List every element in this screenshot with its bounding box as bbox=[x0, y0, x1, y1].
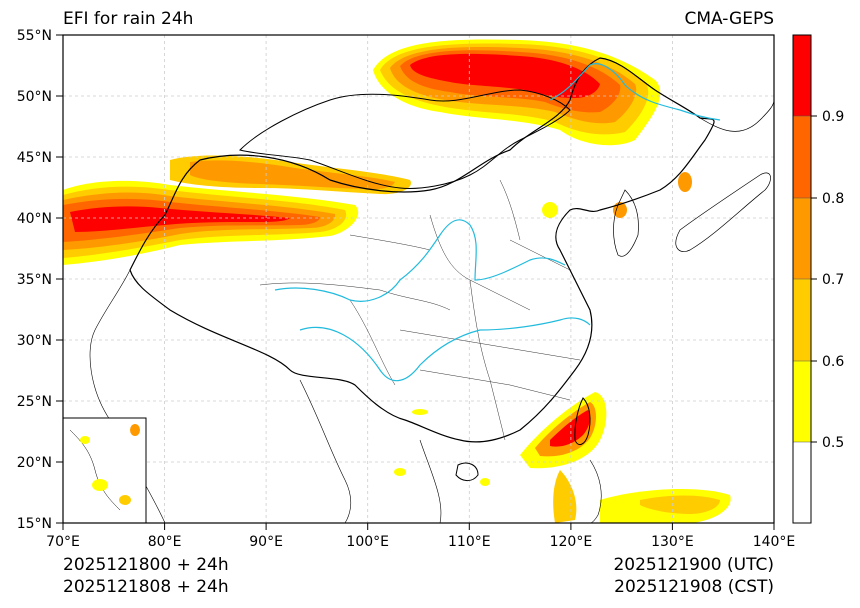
efi-area-west-red bbox=[70, 206, 290, 232]
lon-tick-label: 80°E bbox=[148, 534, 182, 550]
colorbar-label: 0.9 bbox=[822, 109, 844, 125]
hainan-outline bbox=[455, 462, 479, 482]
mongolia-border bbox=[239, 89, 571, 189]
colorbar-segment-white bbox=[793, 442, 811, 523]
lon-tick-labels: 70°E 80°E 90°E 100°E 110°E 120°E 130°E 1… bbox=[46, 534, 795, 550]
colorbar-segment-orange bbox=[793, 198, 811, 279]
lat-tick-label: 25°N bbox=[17, 394, 52, 410]
colorbar-label: 0.7 bbox=[822, 272, 844, 288]
efi-area-xinjiang-north-inner bbox=[190, 160, 395, 190]
russia-coast bbox=[699, 99, 774, 132]
tick-marks bbox=[56, 34, 775, 530]
indochina-outline bbox=[299, 379, 442, 523]
efi-area-south-patch-amber bbox=[640, 495, 720, 514]
init-time-cst: 2025121808 + 24h bbox=[63, 577, 229, 597]
lon-tick-label: 100°E bbox=[346, 534, 389, 550]
efi-area-north-red bbox=[410, 53, 600, 98]
efi-patch-south-2 bbox=[412, 409, 428, 415]
taiwan-outline bbox=[574, 397, 591, 446]
japan-outline bbox=[675, 172, 771, 252]
province-lines bbox=[259, 179, 581, 441]
colorbar-label: 0.5 bbox=[822, 435, 844, 451]
south-china-sea-inset bbox=[62, 417, 147, 524]
korea-outline bbox=[613, 189, 639, 257]
china-border bbox=[129, 57, 715, 443]
colorbar-label: 0.6 bbox=[822, 354, 844, 370]
colorbar-segment-amber bbox=[793, 279, 811, 361]
rivers bbox=[274, 63, 721, 382]
efi-shading bbox=[63, 39, 731, 523]
efi-area-taiwan-red bbox=[550, 410, 590, 447]
efi-patch-hainan bbox=[480, 478, 490, 486]
lat-tick-label: 30°N bbox=[17, 333, 52, 349]
lat-tick-label: 20°N bbox=[17, 455, 52, 471]
lat-tick-labels: 15°N 20°N 25°N 30°N 35°N 40°N 45°N 50°N … bbox=[17, 28, 52, 532]
map-area bbox=[63, 35, 774, 523]
lon-tick-label: 130°E bbox=[651, 534, 694, 550]
lat-tick-label: 55°N bbox=[17, 28, 52, 44]
efi-patch-ne bbox=[678, 172, 692, 192]
lon-tick-label: 110°E bbox=[448, 534, 491, 550]
lat-tick-label: 35°N bbox=[17, 272, 52, 288]
init-time-utc: 2025121800 + 24h bbox=[63, 555, 229, 575]
valid-time-utc: 2025121900 (UTC) bbox=[613, 555, 774, 575]
amur-river bbox=[549, 63, 721, 121]
colorbar-segment-yellow bbox=[793, 361, 811, 442]
valid-time-cst: 2025121908 (CST) bbox=[614, 577, 774, 597]
lon-tick-label: 70°E bbox=[46, 534, 80, 550]
colorbar-segment-red bbox=[793, 35, 811, 116]
yellow-river bbox=[274, 219, 566, 302]
yangtze-river bbox=[299, 317, 591, 382]
map-title: EFI for rain 24h bbox=[63, 9, 194, 29]
colorbar: 0.5 0.6 0.7 0.8 0.9 bbox=[792, 34, 844, 524]
colorbar-segment-darkorange bbox=[793, 116, 811, 198]
lon-tick-label: 120°E bbox=[550, 534, 593, 550]
efi-patch-south-1 bbox=[394, 468, 406, 476]
graticule bbox=[63, 35, 774, 523]
lat-tick-label: 40°N bbox=[17, 211, 52, 227]
efi-patch-shandong bbox=[542, 202, 558, 218]
colorbar-label: 0.8 bbox=[822, 191, 844, 207]
lon-tick-label: 140°E bbox=[753, 534, 796, 550]
philippines-outline bbox=[589, 459, 602, 523]
model-name: CMA-GEPS bbox=[684, 9, 774, 29]
lat-tick-label: 45°N bbox=[17, 150, 52, 166]
lat-tick-label: 15°N bbox=[17, 516, 52, 532]
lat-tick-label: 50°N bbox=[17, 89, 52, 105]
lon-tick-label: 90°E bbox=[249, 534, 283, 550]
